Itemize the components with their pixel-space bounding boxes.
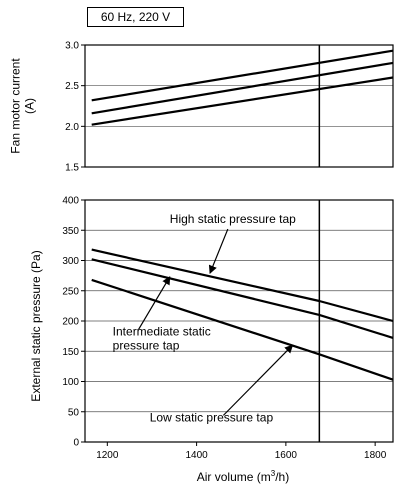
static-pressure-chart: 0 50 100 150 200 250 300 350 400 1200 1400 1600 1800… [29,196,394,484]
pressure-xlabel-sup: 3 [271,469,276,478]
pressure-ytick-label: 150 [62,347,79,358]
pressure-series-line-1 [91,248,394,323]
pressure-xtick-label: 1200 [96,450,119,461]
pressure-annotation-arrow-2 [138,276,171,330]
current-ytick-label: 2.0 [65,122,79,133]
condition-label: 60 Hz, 220 V [87,7,184,27]
pressure-xlabel: Air volume (m3/h) [197,469,289,484]
pressure-annotation-arrow-1 [208,228,229,274]
current-ytick-label: 2.5 [65,81,79,92]
pressure-annotation-label-1: High static pressure tap [170,212,296,226]
pressure-ytick-label: 200 [62,317,79,328]
current-ylabel: Fan motor current(A) [9,58,37,154]
current-ytick-label: 3.0 [65,41,79,52]
pressure-ytick-label: 400 [62,196,79,207]
pressure-ytick-label: 350 [62,226,79,237]
pressure-xlabel-main: Air volume (m [197,470,271,484]
pressure-xtick-label: 1800 [364,450,387,461]
pressure-ytick-label: 250 [62,286,79,297]
current-series-line-1 [91,49,394,102]
pressure-xtick-label: 1600 [275,450,298,461]
pressure-series-line-3 [91,278,394,381]
pressure-annotation-arrow-3 [222,344,294,416]
pressure-ytick-label: 0 [73,438,79,449]
pressure-annotation-label-3: Low static pressure tap [150,410,274,424]
pressure-annotation-label-2: Intermediate static [113,325,211,339]
fan-current-chart: 1.5 2.0 2.5 3.0 Fan motor current(A) [9,41,394,174]
pressure-ylabel: External static pressure (Pa) [29,250,43,401]
current-ylabel-line: Fan motor current [9,58,23,154]
pressure-ytick-label: 300 [62,256,79,267]
current-series-line-2 [91,61,394,115]
pressure-ytick-label: 100 [62,377,79,388]
pressure-ytick-label: 50 [68,407,80,418]
current-series-line-3 [91,76,394,126]
pressure-annotation-label-2: pressure tap [113,339,180,353]
current-frame [84,44,394,168]
pressure-xlabel-end: /h) [275,470,289,484]
current-ylabel-line: (A) [22,98,36,114]
pressure-xtick-label: 1400 [185,450,208,461]
current-ytick-label: 1.5 [65,163,79,174]
